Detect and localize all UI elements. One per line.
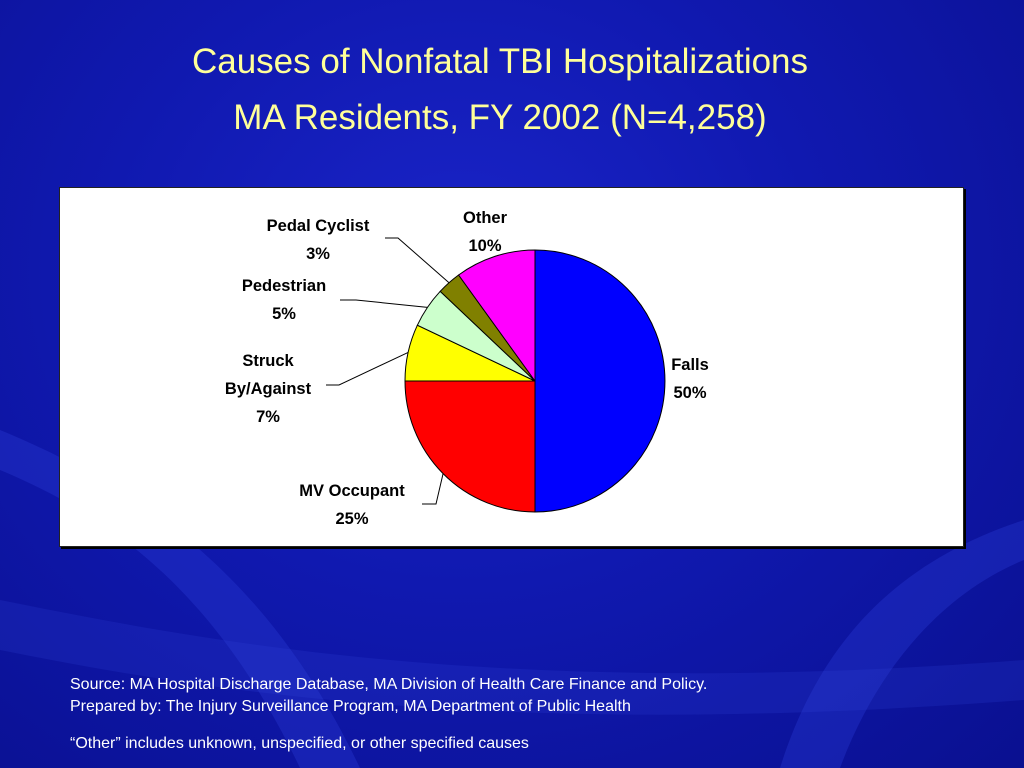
- slice-label-pedestrian: Pedestrian 5%: [242, 277, 326, 323]
- slide-title-line-1: Causes of Nonfatal TBI Hospitalizations: [191, 42, 809, 81]
- other-definition-note: “Other” includes unknown, unspecified, o…: [70, 735, 529, 752]
- slide-title-line-2: MA Residents, FY 2002 (N=4,258): [233, 98, 767, 137]
- source-note: Source: MA Hospital Discharge Database, …: [70, 676, 708, 693]
- prepared-by-note: Prepared by: The Injury Surveillance Pro…: [70, 698, 631, 715]
- slice-label-pedal-cyclist: Pedal Cyclist 3%: [267, 217, 370, 263]
- leader-line-pedal-cyclist: [385, 237, 450, 284]
- pie-slice-mv-occupant: [404, 380, 536, 513]
- slice-label-falls: Falls 50%: [671, 356, 709, 402]
- slice-label-mv-occupant: MV Occupant 25%: [299, 482, 405, 528]
- leader-line-struck-by-against: [326, 351, 409, 386]
- leader-line-mv-occupant: [422, 473, 444, 505]
- slice-label-struck-by-against: Struck By/Against 7%: [225, 352, 312, 426]
- pie-slice-falls: [534, 249, 666, 513]
- pie-slice-other: [457, 249, 536, 383]
- pie-chart-panel: Falls 50% MV Occupant 25% Struck By/Against 7%…: [59, 187, 964, 547]
- pie-chart: Falls 50% MV Occupant 25% Struck By/Against 7%…: [225, 209, 709, 528]
- leader-line-pedestrian: [340, 299, 428, 308]
- slice-label-other: Other 10%: [463, 209, 508, 255]
